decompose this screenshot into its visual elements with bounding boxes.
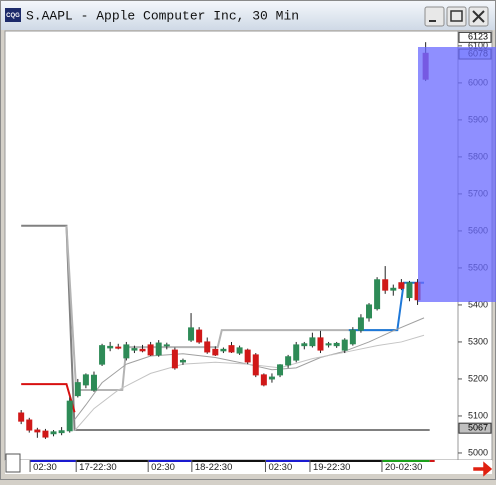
candle-body: [220, 348, 227, 352]
x-tick-label: 02:30: [33, 462, 57, 473]
candle-body: [42, 430, 49, 438]
window-buttons: [424, 6, 489, 27]
candle-body: [366, 304, 373, 319]
candle-body: [171, 349, 178, 369]
maximize-icon: [450, 10, 463, 22]
candle-body: [398, 282, 405, 289]
candle-body: [268, 376, 275, 380]
candle-body: [317, 337, 324, 351]
candle-body: [196, 329, 203, 343]
candle-body: [123, 344, 130, 359]
candle-body: [382, 279, 389, 291]
candle-body: [155, 342, 162, 356]
candle-body: [349, 329, 356, 345]
candle-body: [341, 339, 348, 351]
x-tick-label: 20-02:30: [385, 462, 423, 473]
candle-body: [236, 347, 243, 354]
price-marker: [458, 422, 492, 434]
candle-body: [301, 343, 308, 347]
price-marker-label: 5067: [468, 423, 488, 433]
candle-body: [228, 345, 235, 353]
candle-body: [244, 349, 251, 363]
candle-body: [139, 348, 146, 352]
candle-body: [293, 344, 300, 361]
y-tick-label: 5100: [468, 410, 488, 420]
app-icon-text: CQG: [6, 13, 20, 19]
candle-body: [18, 412, 25, 422]
candle-body: [107, 345, 114, 349]
session-bar: [30, 460, 77, 462]
y-tick-label: 6100: [468, 40, 488, 50]
candle-body: [26, 419, 33, 431]
minimize-button[interactable]: [424, 6, 445, 27]
price-marker: [458, 31, 492, 43]
x-tick-label: 19-22:30: [313, 462, 351, 473]
y-tick-label: 5200: [468, 373, 488, 383]
time-axis: [5, 460, 492, 474]
x-tick-label: 18-22:30: [195, 462, 233, 473]
candle-body: [99, 345, 106, 365]
candle-body: [357, 317, 364, 331]
candle-body: [131, 348, 138, 351]
session-bar: [76, 460, 149, 462]
candle-body: [188, 327, 195, 341]
session-bar: [148, 460, 192, 462]
candle-body: [147, 344, 154, 356]
candle-body: [115, 346, 122, 349]
y-tick-label: 5300: [468, 336, 488, 346]
corner-box[interactable]: [5, 453, 21, 473]
candle-body: [204, 341, 211, 353]
x-tick-label: 02:30: [151, 462, 175, 473]
indicator-line: [348, 281, 425, 332]
candle-body: [277, 364, 284, 376]
window-title: S.AAPL - Apple Computer Inc, 30 Min: [26, 8, 299, 23]
candle-body: [34, 429, 41, 433]
maximize-button[interactable]: [446, 6, 467, 27]
candle-body: [285, 356, 292, 366]
candle-body: [325, 343, 332, 346]
app-icon: [5, 8, 21, 22]
candle-body: [333, 342, 340, 347]
candle-body: [58, 430, 65, 434]
candle-body: [390, 287, 397, 291]
session-bar: [429, 460, 435, 462]
y-tick-label: 5000: [468, 447, 488, 457]
y-tick-label: 5400: [468, 299, 488, 309]
candle-body: [90, 374, 97, 391]
candle-body: [50, 431, 57, 435]
indicator-line: [74, 334, 425, 432]
session-bar: [309, 460, 382, 462]
title-bar: [1, 1, 495, 30]
candle-body: [374, 279, 381, 310]
candle-body: [74, 382, 81, 397]
session-bar: [381, 460, 430, 462]
candle-body: [309, 337, 316, 347]
candle-body: [66, 400, 73, 432]
close-icon: [472, 10, 485, 23]
candle-body: [406, 282, 413, 299]
selection-box[interactable]: [418, 47, 496, 302]
candle-body: [212, 348, 219, 356]
price-marker-label: 6123: [468, 32, 488, 42]
candle-body: [260, 374, 267, 386]
candle-body: [163, 344, 170, 347]
session-bar: [265, 460, 310, 462]
candle-body: [82, 374, 89, 386]
x-tick-label: 02:30: [268, 462, 292, 473]
x-tick-label: 17-22:30: [79, 462, 117, 473]
candle-body: [179, 359, 186, 363]
session-bar: [191, 460, 266, 462]
scroll-arrow[interactable]: [473, 461, 493, 477]
indicator-line: [21, 224, 430, 432]
candle-body: [252, 354, 259, 376]
